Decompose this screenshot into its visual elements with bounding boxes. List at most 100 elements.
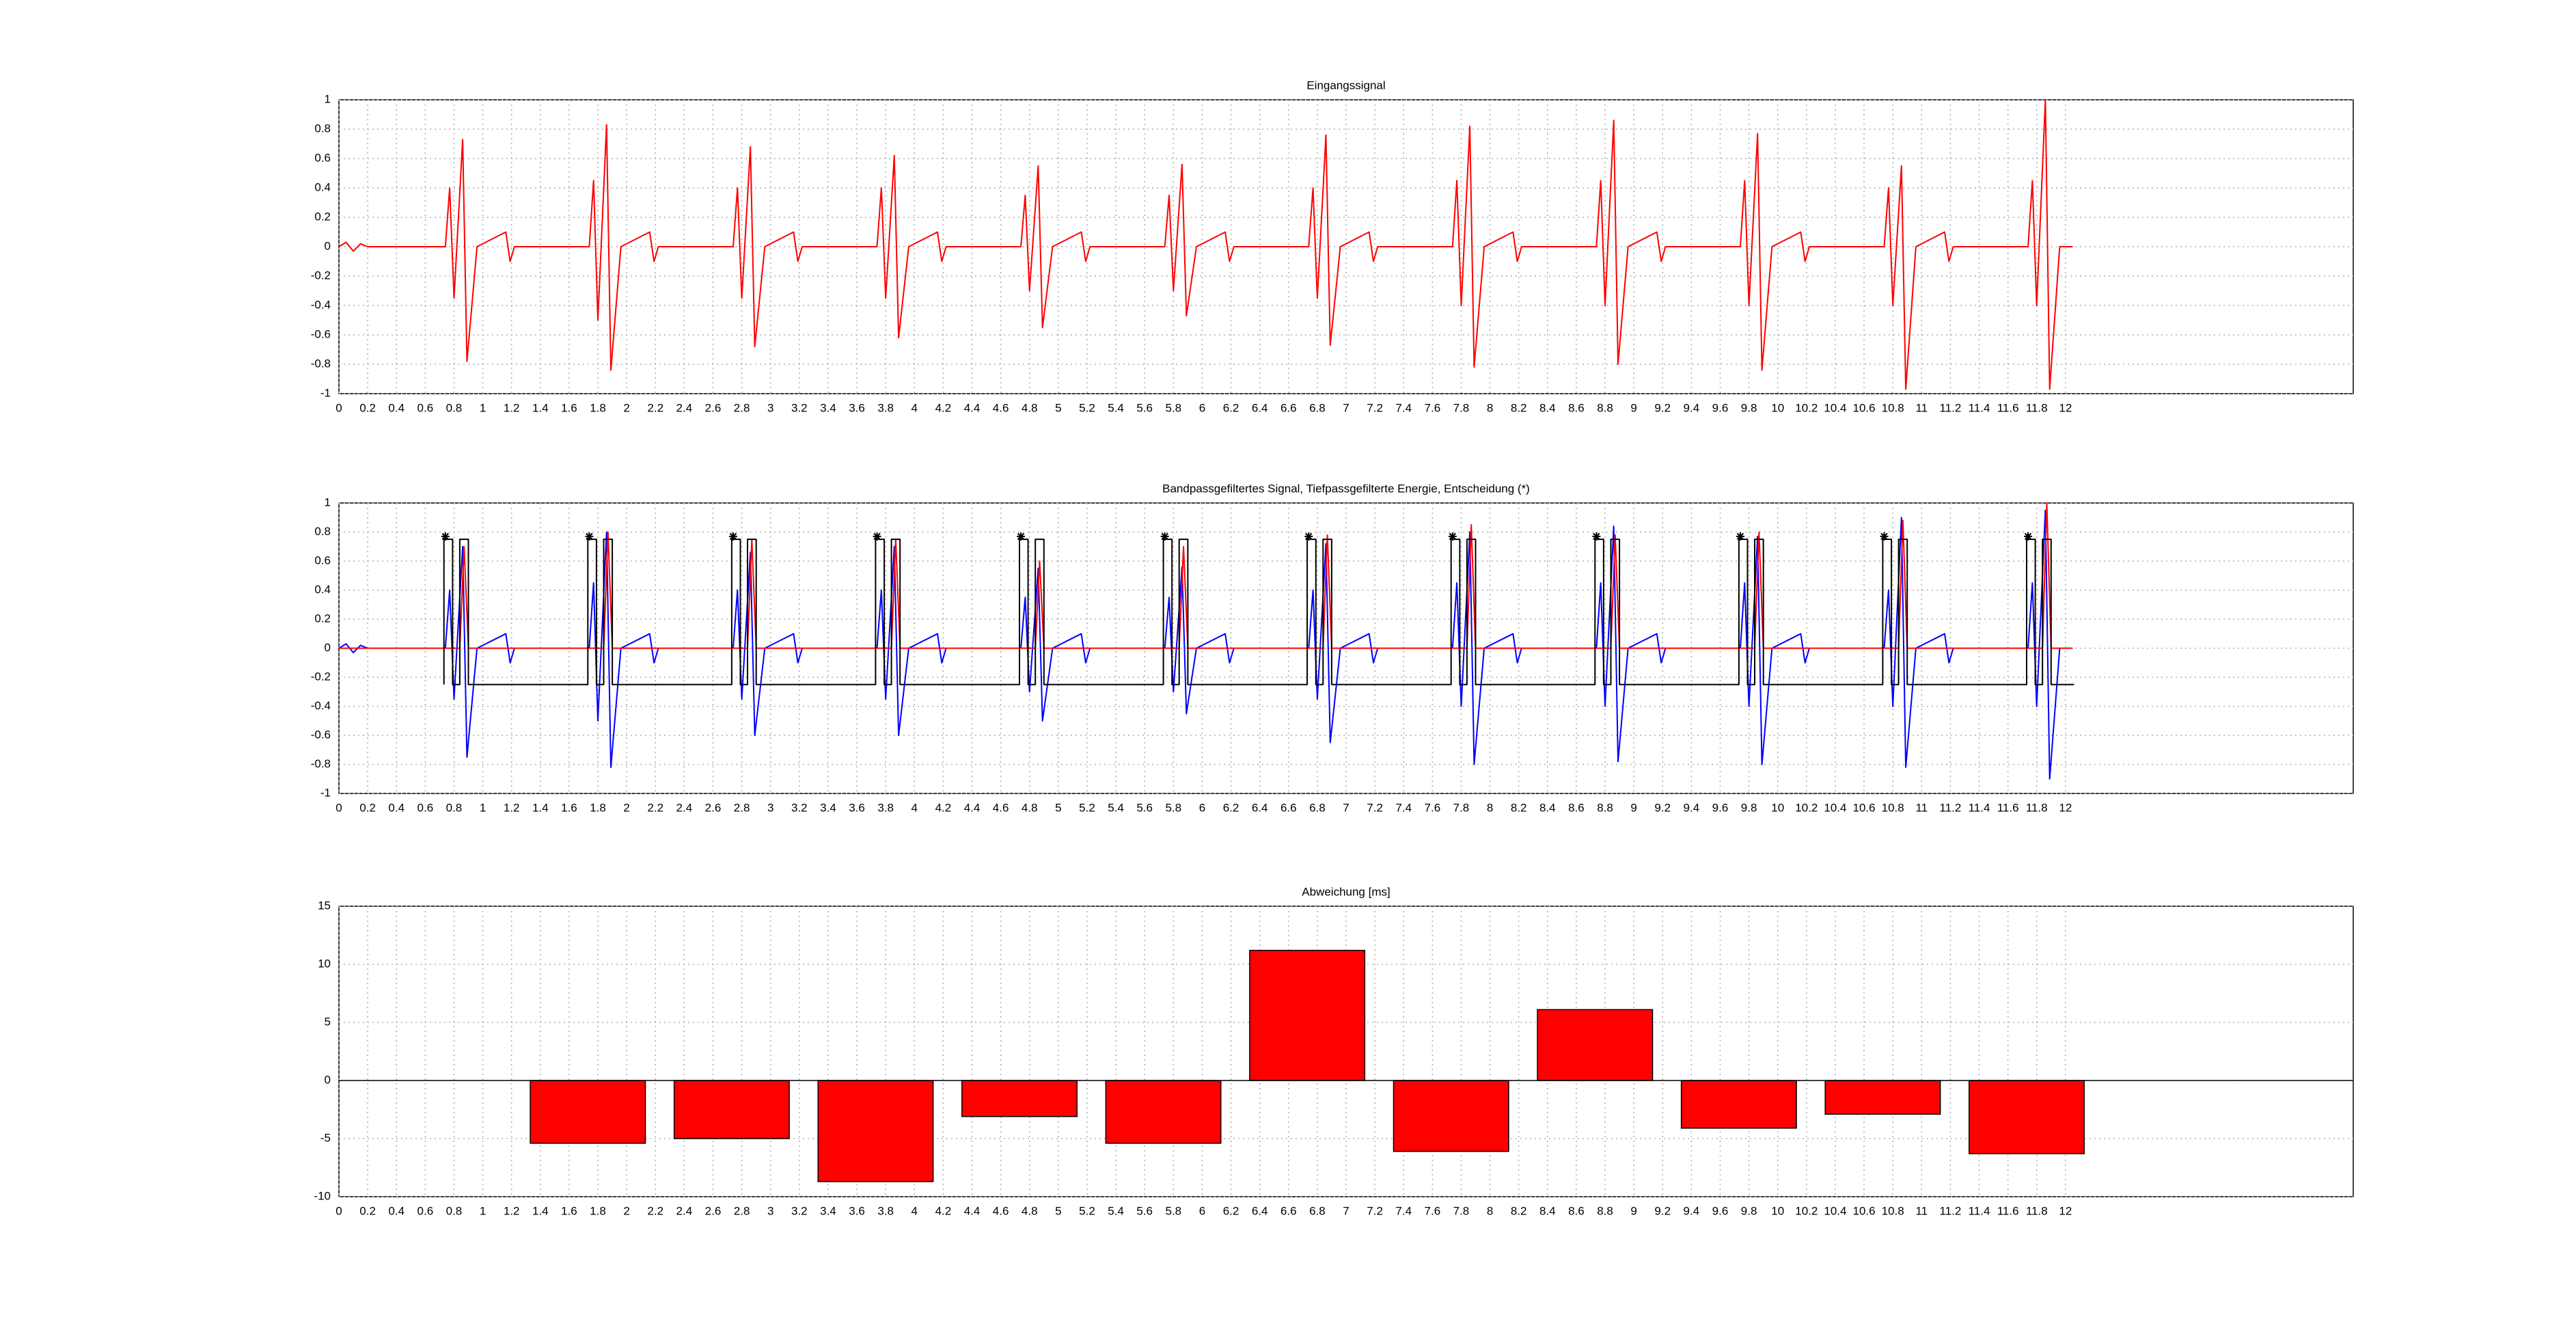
x-tick-label: 7.4 xyxy=(1395,1204,1412,1217)
x-tick-label: 1 xyxy=(480,801,486,814)
x-tick-label: 2.8 xyxy=(734,1204,750,1217)
x-tick-label: 8.6 xyxy=(1568,801,1585,814)
subplot: Bandpassgefiltertes Signal, Tiefpassgefi… xyxy=(311,482,2354,814)
y-tick-label: -1 xyxy=(320,786,331,799)
x-tick-label: 7.4 xyxy=(1395,801,1412,814)
x-tick-label: 11.2 xyxy=(1939,1204,1961,1217)
y-tick-label: 0.4 xyxy=(314,583,331,596)
subplot-title: Bandpassgefiltertes Signal, Tiefpassgefi… xyxy=(1162,482,1530,495)
x-tick-label: 8.6 xyxy=(1568,401,1585,414)
x-tick-label: 11.8 xyxy=(2026,801,2048,814)
x-tick-label: 5 xyxy=(1055,801,1061,814)
x-tick-label: 4.6 xyxy=(993,801,1009,814)
bar xyxy=(530,1080,646,1144)
x-tick-label: 6.4 xyxy=(1252,801,1268,814)
x-tick-label: 3.2 xyxy=(791,1204,808,1217)
y-tick-label: -0.6 xyxy=(311,728,331,741)
x-tick-label: 4.8 xyxy=(1022,401,1038,414)
x-tick-label: 10.6 xyxy=(1853,801,1876,814)
marker xyxy=(1304,532,1313,541)
x-tick-label: 3.6 xyxy=(849,1204,865,1217)
x-tick-label: 11.8 xyxy=(2026,1204,2048,1217)
y-tick-label: -5 xyxy=(320,1131,331,1144)
signal-line xyxy=(339,502,2073,649)
x-tick-label: 7.2 xyxy=(1367,1204,1383,1217)
x-tick-label: 10.4 xyxy=(1824,401,1846,414)
x-tick-label: 5.8 xyxy=(1165,1204,1181,1217)
x-tick-label: 10 xyxy=(1771,1204,1784,1217)
x-tick-label: 10.4 xyxy=(1824,1204,1846,1217)
x-tick-label: 4.4 xyxy=(964,801,981,814)
x-tick-label: 2 xyxy=(623,401,629,414)
x-tick-label: 9.8 xyxy=(1741,801,1757,814)
x-tick-label: 1.6 xyxy=(561,1204,577,1217)
x-tick-label: 4 xyxy=(912,1204,918,1217)
x-tick-label: 1.8 xyxy=(590,401,606,414)
x-tick-label: 1.6 xyxy=(561,401,577,414)
x-tick-label: 10.8 xyxy=(1882,801,1904,814)
x-tick-label: 0.2 xyxy=(359,401,376,414)
x-tick-label: 7.6 xyxy=(1425,801,1441,814)
y-tick-label: 1 xyxy=(325,495,331,508)
x-tick-label: 1.8 xyxy=(590,801,606,814)
x-tick-label: 6.2 xyxy=(1223,801,1239,814)
x-tick-label: 3.8 xyxy=(877,801,894,814)
x-tick-label: 6.4 xyxy=(1252,1204,1268,1217)
x-tick-label: 6.8 xyxy=(1309,401,1326,414)
subplot-title: Abweichung [ms] xyxy=(1302,885,1390,898)
x-tick-label: 6 xyxy=(1199,401,1205,414)
x-tick-label: 6.8 xyxy=(1309,801,1326,814)
x-tick-label: 11.6 xyxy=(1997,801,2019,814)
x-tick-label: 8.8 xyxy=(1597,1204,1613,1217)
marker xyxy=(1880,532,1889,541)
x-tick-label: 7.8 xyxy=(1453,1204,1470,1217)
x-tick-label: 2.6 xyxy=(705,401,722,414)
x-tick-label: 3.4 xyxy=(820,1204,836,1217)
x-tick-label: 11.4 xyxy=(1969,1204,1990,1217)
x-tick-label: 5 xyxy=(1055,1204,1061,1217)
x-tick-label: 1.8 xyxy=(590,1204,606,1217)
x-tick-label: 0.4 xyxy=(388,1204,405,1217)
x-tick-label: 3.8 xyxy=(877,1204,894,1217)
bar xyxy=(1969,1080,2085,1154)
bar xyxy=(1537,1009,1654,1081)
marker xyxy=(1592,532,1601,541)
y-tick-label: 15 xyxy=(318,899,331,912)
x-tick-label: 6 xyxy=(1199,1204,1205,1217)
x-tick-label: 6.8 xyxy=(1309,1204,1326,1217)
x-tick-label: 0.2 xyxy=(359,801,376,814)
marker xyxy=(728,532,737,541)
x-tick-label: 5.6 xyxy=(1136,401,1153,414)
x-tick-label: 7.2 xyxy=(1367,801,1383,814)
x-tick-label: 6.6 xyxy=(1280,1204,1297,1217)
x-tick-label: 12 xyxy=(2059,801,2072,814)
x-tick-label: 3 xyxy=(767,401,773,414)
y-tick-label: -0.2 xyxy=(311,670,331,683)
x-tick-label: 0.8 xyxy=(446,801,463,814)
x-tick-label: 8 xyxy=(1487,1204,1493,1217)
x-tick-label: 4.8 xyxy=(1022,1204,1038,1217)
x-tick-label: 4.2 xyxy=(935,801,952,814)
x-tick-label: 4.2 xyxy=(935,401,952,414)
y-tick-label: -0.8 xyxy=(311,757,331,770)
x-tick-label: 8.8 xyxy=(1597,801,1613,814)
y-tick-label: -0.8 xyxy=(311,357,331,370)
x-tick-label: 0.6 xyxy=(417,401,434,414)
x-tick-label: 5.8 xyxy=(1165,801,1181,814)
y-tick-label: -10 xyxy=(314,1189,331,1202)
bar xyxy=(1824,1080,1941,1115)
x-tick-label: 9.2 xyxy=(1654,1204,1671,1217)
x-tick-label: 4.8 xyxy=(1022,801,1038,814)
x-tick-label: 1.2 xyxy=(504,801,520,814)
x-tick-label: 7.6 xyxy=(1425,401,1441,414)
x-tick-label: 3.6 xyxy=(849,401,865,414)
x-tick-label: 0.4 xyxy=(388,801,405,814)
x-tick-label: 0.6 xyxy=(417,1204,434,1217)
bar xyxy=(1680,1080,1797,1129)
y-tick-label: 1 xyxy=(325,92,331,105)
marker xyxy=(873,532,881,541)
marker xyxy=(1017,532,1026,541)
x-tick-label: 11 xyxy=(1915,801,1928,814)
x-tick-label: 8.4 xyxy=(1539,801,1556,814)
